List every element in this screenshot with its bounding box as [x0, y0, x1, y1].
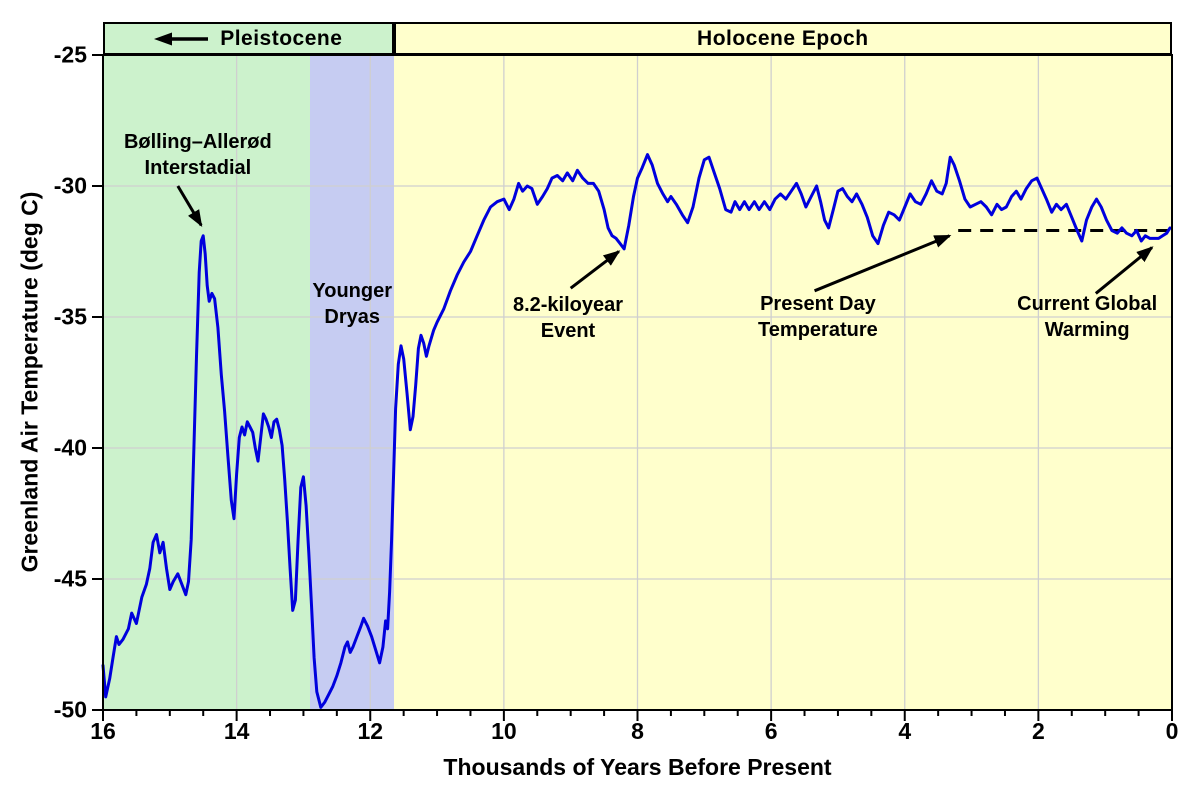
x-tick-label: 12 [357, 718, 384, 744]
x-tick-label: 6 [764, 718, 778, 744]
annotation-current-global-warming: Current Global Warming [1017, 291, 1157, 343]
y-axis-title: Greenland Air Temperature (deg C) [16, 191, 43, 573]
y-tick-label: -40 [53, 434, 87, 461]
pleistocene-region [103, 55, 311, 710]
x-tick-label: 4 [898, 718, 912, 744]
y-tick-label: -25 [53, 41, 87, 68]
annotation-line: 8.2-kiloyear [512, 294, 624, 317]
temperature-curve [101, 153, 1172, 709]
annotation-line: Current Global [1017, 293, 1158, 315]
annotation-present-day-temperature: Present Day Temperature [758, 291, 878, 343]
x-tick-label: 16 [90, 718, 116, 744]
holocene-band: Holocene Epoch [393, 22, 1172, 55]
annotation-line: Warming [1044, 319, 1130, 341]
annotation-arrow [813, 234, 952, 293]
annotation-line: Temperature [758, 319, 878, 341]
annotation-line: Event [540, 320, 596, 343]
x-tick-label: 2 [1031, 718, 1045, 744]
y-tick-label: -50 [53, 696, 87, 723]
annotation-line: Younger [312, 279, 393, 302]
holocene-region [393, 55, 1172, 710]
annotation-line: Interstadial [144, 156, 252, 179]
x-tick-label: 8 [631, 718, 644, 744]
annotation-younger-dryas: Younger Dryas [312, 278, 392, 330]
younger-dryas-region [310, 55, 394, 710]
x-tick-label: 10 [491, 718, 517, 744]
holocene-band-label: Holocene Epoch [697, 26, 869, 50]
annotation-line: Present Day [760, 293, 876, 315]
x-axis-title: Thousands of Years Before Present [443, 754, 832, 780]
annotation-arrow [1094, 246, 1154, 295]
x-tick-label: 0 [1165, 718, 1179, 744]
y-tick-label: -45 [53, 565, 87, 592]
annotation-line: Dryas [324, 305, 381, 328]
pleistocene-band-label: Pleistocene [220, 26, 343, 50]
x-tick-label: 14 [223, 718, 250, 744]
y-tick-label: -30 [53, 172, 87, 199]
pleistocene-band: Pleistocene [103, 22, 394, 55]
left-arrow-icon [154, 32, 210, 46]
annotation-boelling-allerod: Bølling–Allerød Interstadial [124, 129, 272, 181]
annotation-arrow [569, 250, 621, 290]
annotation-line: Bølling–Allerød [123, 130, 272, 153]
y-tick-label: -35 [53, 303, 87, 330]
annotation-arrow [176, 185, 203, 228]
annotation-8-2-kiloyear-event: 8.2-kiloyear Event [513, 292, 623, 344]
